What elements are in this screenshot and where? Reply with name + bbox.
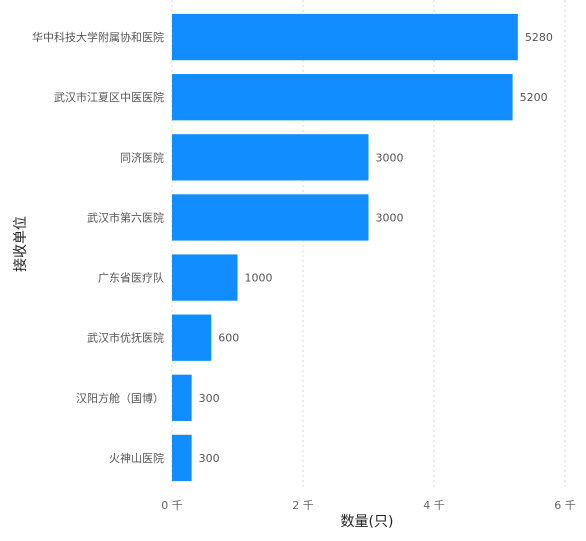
data-label: 5280 [525,31,553,44]
bars [172,13,518,482]
y-tick-label: 同济医院 [120,150,164,164]
data-label: 1000 [245,272,273,285]
x-tick-label: 2 千 [292,499,314,512]
y-tick-label: 华中科技大学附属协和医院 [32,30,164,44]
y-tick-label: 武汉市江夏区中医医院 [54,90,164,104]
data-label: 300 [199,392,220,405]
y-tick-label: 广东省医疗队 [98,271,164,285]
y-axis-title: 接收单位 [12,216,29,272]
y-tick-label: 汉阳方舱（国博） [76,391,164,405]
y-tick-label: 武汉市优抚医院 [87,331,164,345]
bar[interactable] [172,13,518,61]
data-label: 5200 [520,91,548,104]
bar[interactable] [172,194,369,241]
bar[interactable] [172,374,192,421]
x-axis-tick-labels: 0 千 2 千 4 千 6 千 [161,499,576,512]
data-labels: 5280 5200 3000 3000 1000 600 300 300 [199,31,553,465]
bar[interactable] [172,314,212,361]
y-tick-label: 武汉市第六医院 [87,210,164,224]
bar[interactable] [172,434,192,482]
bar[interactable] [172,74,513,121]
x-tick-label: 0 千 [161,499,183,512]
x-axis-title: 数量(只) [341,514,394,530]
data-label: 3000 [376,211,404,224]
data-label: 600 [218,332,239,345]
bar[interactable] [172,134,369,181]
data-label: 3000 [376,151,404,164]
bar[interactable] [172,254,238,301]
y-tick-label: 火神山医院 [109,451,164,465]
data-label: 300 [199,452,220,465]
grid-lines [171,0,566,488]
x-tick-label: 4 千 [423,499,445,512]
x-tick-label: 6 千 [554,499,576,512]
y-axis-tick-labels: 华中科技大学附属协和医院武汉市江夏区中医医院同济医院武汉市第六医院广东省医疗队武… [32,30,164,465]
